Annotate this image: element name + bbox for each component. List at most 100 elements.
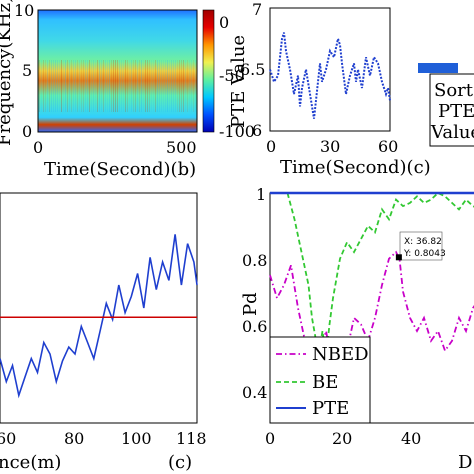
spectrogram-column	[129, 60, 130, 112]
spectrogram-column	[171, 60, 172, 112]
distance-xtick-60: 60	[0, 429, 16, 448]
spectrogram-column	[45, 60, 46, 112]
colorbar	[202, 9, 215, 133]
pd-ytick-1: 1	[256, 185, 266, 204]
colorbar-tick-1: -50	[219, 66, 245, 85]
spectrogram-column	[121, 60, 122, 112]
spectrogram-column	[181, 60, 182, 112]
spectrogram-xtick-0: 0	[33, 138, 43, 157]
pte-ylabel: PTE Value	[228, 35, 249, 128]
flow-label-box	[429, 73, 474, 147]
spectrogram-column	[105, 60, 106, 112]
pd-annotation-y: Y: 0.8043	[403, 249, 446, 259]
spectrogram-column	[125, 60, 126, 112]
spectrogram-column	[187, 60, 188, 112]
pte-xtick-60: 60	[378, 137, 398, 156]
spectrogram-column	[139, 60, 140, 112]
spectrogram-column	[67, 60, 68, 112]
flow-arrow-body	[418, 63, 458, 73]
spectrogram-column	[75, 60, 76, 112]
spectrogram-column	[73, 60, 74, 112]
spectrogram-column	[69, 60, 70, 112]
pte-time-plot	[269, 32, 391, 119]
pd-annotation-marker	[395, 254, 402, 261]
spectrogram-panel: 0 -50 -100 10 5 0 0 500 Time(Second)(b) …	[0, 0, 255, 180]
spectrogram-column	[147, 60, 148, 112]
spectrogram-column	[137, 60, 138, 112]
distance-xtick-100: 100	[121, 429, 152, 448]
pd-annotation: X: 36.82 Y: 0.8043	[395, 231, 446, 261]
spectrogram-column	[89, 60, 90, 112]
spectrogram-column	[39, 60, 40, 112]
spectrogram-column	[161, 60, 162, 112]
spectrogram-column	[55, 60, 56, 112]
spectrogram-column	[65, 60, 66, 112]
spectrogram-column	[169, 60, 170, 112]
spectrogram-column	[97, 60, 98, 112]
spectrogram-column	[87, 60, 88, 112]
spectrogram-column	[157, 60, 158, 112]
spectrogram-column	[193, 60, 194, 112]
spectrogram-column	[107, 60, 108, 112]
flow-label-line-3: Value	[430, 122, 474, 143]
spectrogram-xlabel: Time(Second)(b)	[44, 159, 196, 180]
flow-label-line-1: Sort	[434, 80, 474, 101]
spectrogram-column	[195, 60, 196, 112]
spectrogram-column	[57, 60, 58, 112]
spectrogram-column	[167, 60, 168, 112]
distance-xtick-118: 118	[176, 429, 207, 448]
distance-panel-tag: (c)	[168, 452, 192, 473]
spectrogram-ylabel: Frequency(KHz)	[0, 0, 15, 146]
pd-plot	[269, 191, 474, 387]
spectrogram-column	[115, 60, 116, 112]
sort-flow: Sort PTE Value	[418, 63, 474, 147]
pte-time-axes	[269, 7, 391, 132]
nbed-series	[269, 250, 474, 387]
spectrogram-axes	[37, 9, 198, 133]
distance-pte-series	[0, 234, 198, 399]
pte-ytick-6: 6	[252, 121, 262, 140]
pd-annotation-box	[399, 231, 443, 261]
pd-xtick-0: 0	[265, 429, 275, 448]
spectrogram-column	[101, 60, 102, 112]
pd-panel: X: 36.82 Y: 0.8043 NBED BE PTE 1 0.8 0.6…	[240, 185, 474, 473]
pd-annotation-x: X: 36.82	[404, 237, 442, 247]
distance-xtick-80: 80	[64, 429, 84, 448]
spectrogram-column	[145, 60, 146, 112]
pd-legend: NBED BE PTE	[269, 336, 371, 424]
spectrogram-column	[149, 60, 150, 112]
spectrogram-column	[117, 60, 118, 112]
spectrogram-column	[153, 60, 154, 112]
spectrogram-column	[119, 60, 120, 112]
spectrogram-column	[131, 60, 132, 112]
spectrogram-column	[61, 60, 62, 112]
spectrogram-column	[83, 60, 84, 112]
distance-pte-plot	[0, 234, 198, 399]
flow-label-line-2: PTE	[438, 101, 474, 122]
pte-ytick-6.5: 6.5	[240, 60, 265, 79]
spectrogram-column	[191, 60, 192, 112]
distance-xlabel: nce(m)	[0, 452, 61, 473]
spectrogram-column	[95, 60, 96, 112]
spectrogram-column	[127, 60, 128, 112]
spectrogram-column	[135, 60, 136, 112]
spectrogram-column	[109, 60, 110, 112]
spectrogram-column	[189, 60, 190, 112]
pte-ytick-7: 7	[252, 0, 262, 19]
spectrogram-column	[175, 60, 176, 112]
spectrogram-xtick-500: 500	[166, 138, 197, 157]
pte-xlabel: Time(Second)(c)	[280, 157, 431, 178]
spectrogram-column	[185, 60, 186, 112]
pd-xtick-40: 40	[401, 429, 421, 448]
spectrogram-column	[111, 60, 112, 112]
spectrogram-column	[183, 60, 184, 112]
spectrogram-column	[103, 60, 104, 112]
spectrogram-column	[163, 60, 164, 112]
pd-ytick-0.8: 0.8	[242, 251, 267, 270]
colorbar-tick-0: 0	[219, 13, 229, 32]
spectrogram-column	[151, 60, 152, 112]
distance-pte-axes	[0, 192, 198, 424]
pte-xtick-30: 30	[320, 137, 340, 156]
spectrogram-column	[51, 60, 52, 112]
spectrogram-column	[143, 60, 144, 112]
